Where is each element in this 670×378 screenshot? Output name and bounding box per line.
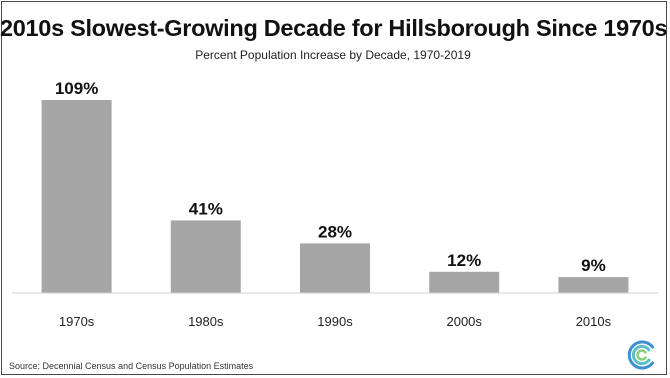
bar-1990s [300, 243, 370, 293]
concentric-c-logo-icon [627, 340, 655, 370]
data-label-2010s: 9% [581, 256, 606, 275]
data-label-1970s: 109% [55, 79, 98, 98]
x-tick-label-1970s: 1970s [59, 314, 95, 329]
data-label-1980s: 41% [189, 199, 223, 218]
x-tick-label-2010s: 2010s [576, 314, 612, 329]
bar-1970s [41, 100, 112, 293]
data-label-2000s: 12% [447, 251, 481, 270]
x-tick-label-1980s: 1980s [188, 314, 224, 329]
x-tick-label-1990s: 1990s [317, 314, 353, 329]
bar-2000s [429, 271, 500, 293]
bar-2010s [558, 277, 629, 293]
bar-1980s [170, 220, 241, 293]
x-tick-label-2000s: 2000s [446, 314, 482, 329]
chart-subtitle: Percent Population Increase by Decade, 1… [195, 48, 471, 62]
data-label-1990s: 28% [318, 222, 352, 241]
source-note: Source: Decennial Census and Census Popu… [9, 361, 254, 371]
chart-title: 2010s Slowest-Growing Decade for Hillsbo… [0, 15, 668, 41]
